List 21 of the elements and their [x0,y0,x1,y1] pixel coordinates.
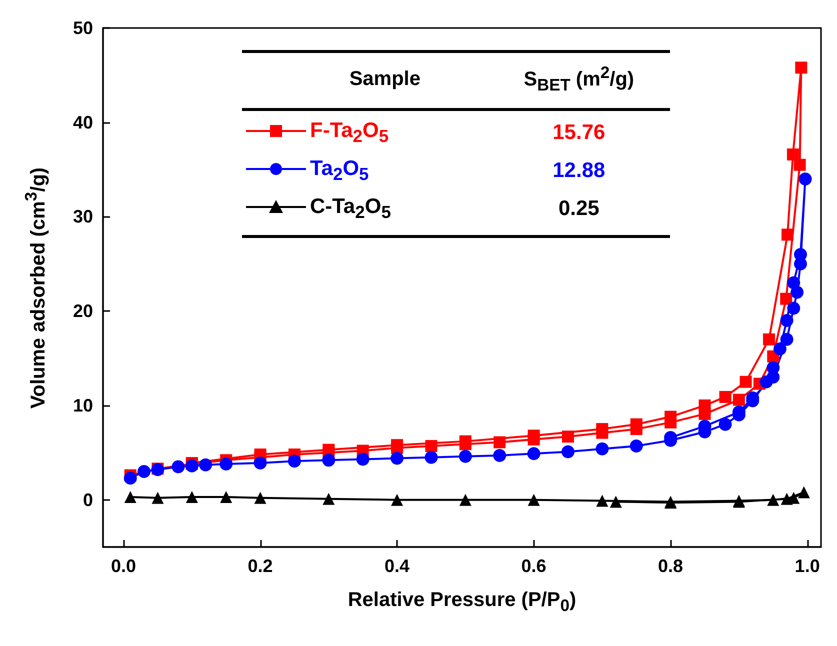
x-tick-label: 1.0 [794,556,820,576]
x-tick-label: 0.2 [248,556,273,576]
x-tick-label: 0.0 [111,556,136,576]
legend-label: F-Ta$_{2}$O$_{5}$ [310,118,389,146]
annotation: Sample [242,52,488,110]
x-tick-label: 0.8 [658,556,684,576]
legend-label: C-Ta$_{2}$O$_{5}$ [310,195,391,222]
x-tick-label: 0.6 [521,556,546,576]
y-tick-label: 40 [72,112,93,132]
annotation: 12.88 [552,158,606,184]
y-tick-label: 20 [72,301,93,322]
y-tick-label: 0 [82,490,93,510]
annotation: 0.25 [488,187,670,237]
annotation: 15.76 [552,120,606,146]
y-tick-label: 50 [72,18,93,38]
x-axis-title: Relative Pressure (P/P$_{0}$) [346,589,578,616]
legend-label: Ta$_{2}$O$_{5}$ [310,156,369,184]
y-tick-label: 10 [72,395,93,416]
x-tick-label: 0.4 [384,556,410,576]
annotation: S$_{BET}$ (m$^{2}$/g) [488,52,670,110]
y-tick-label: 30 [72,206,93,227]
